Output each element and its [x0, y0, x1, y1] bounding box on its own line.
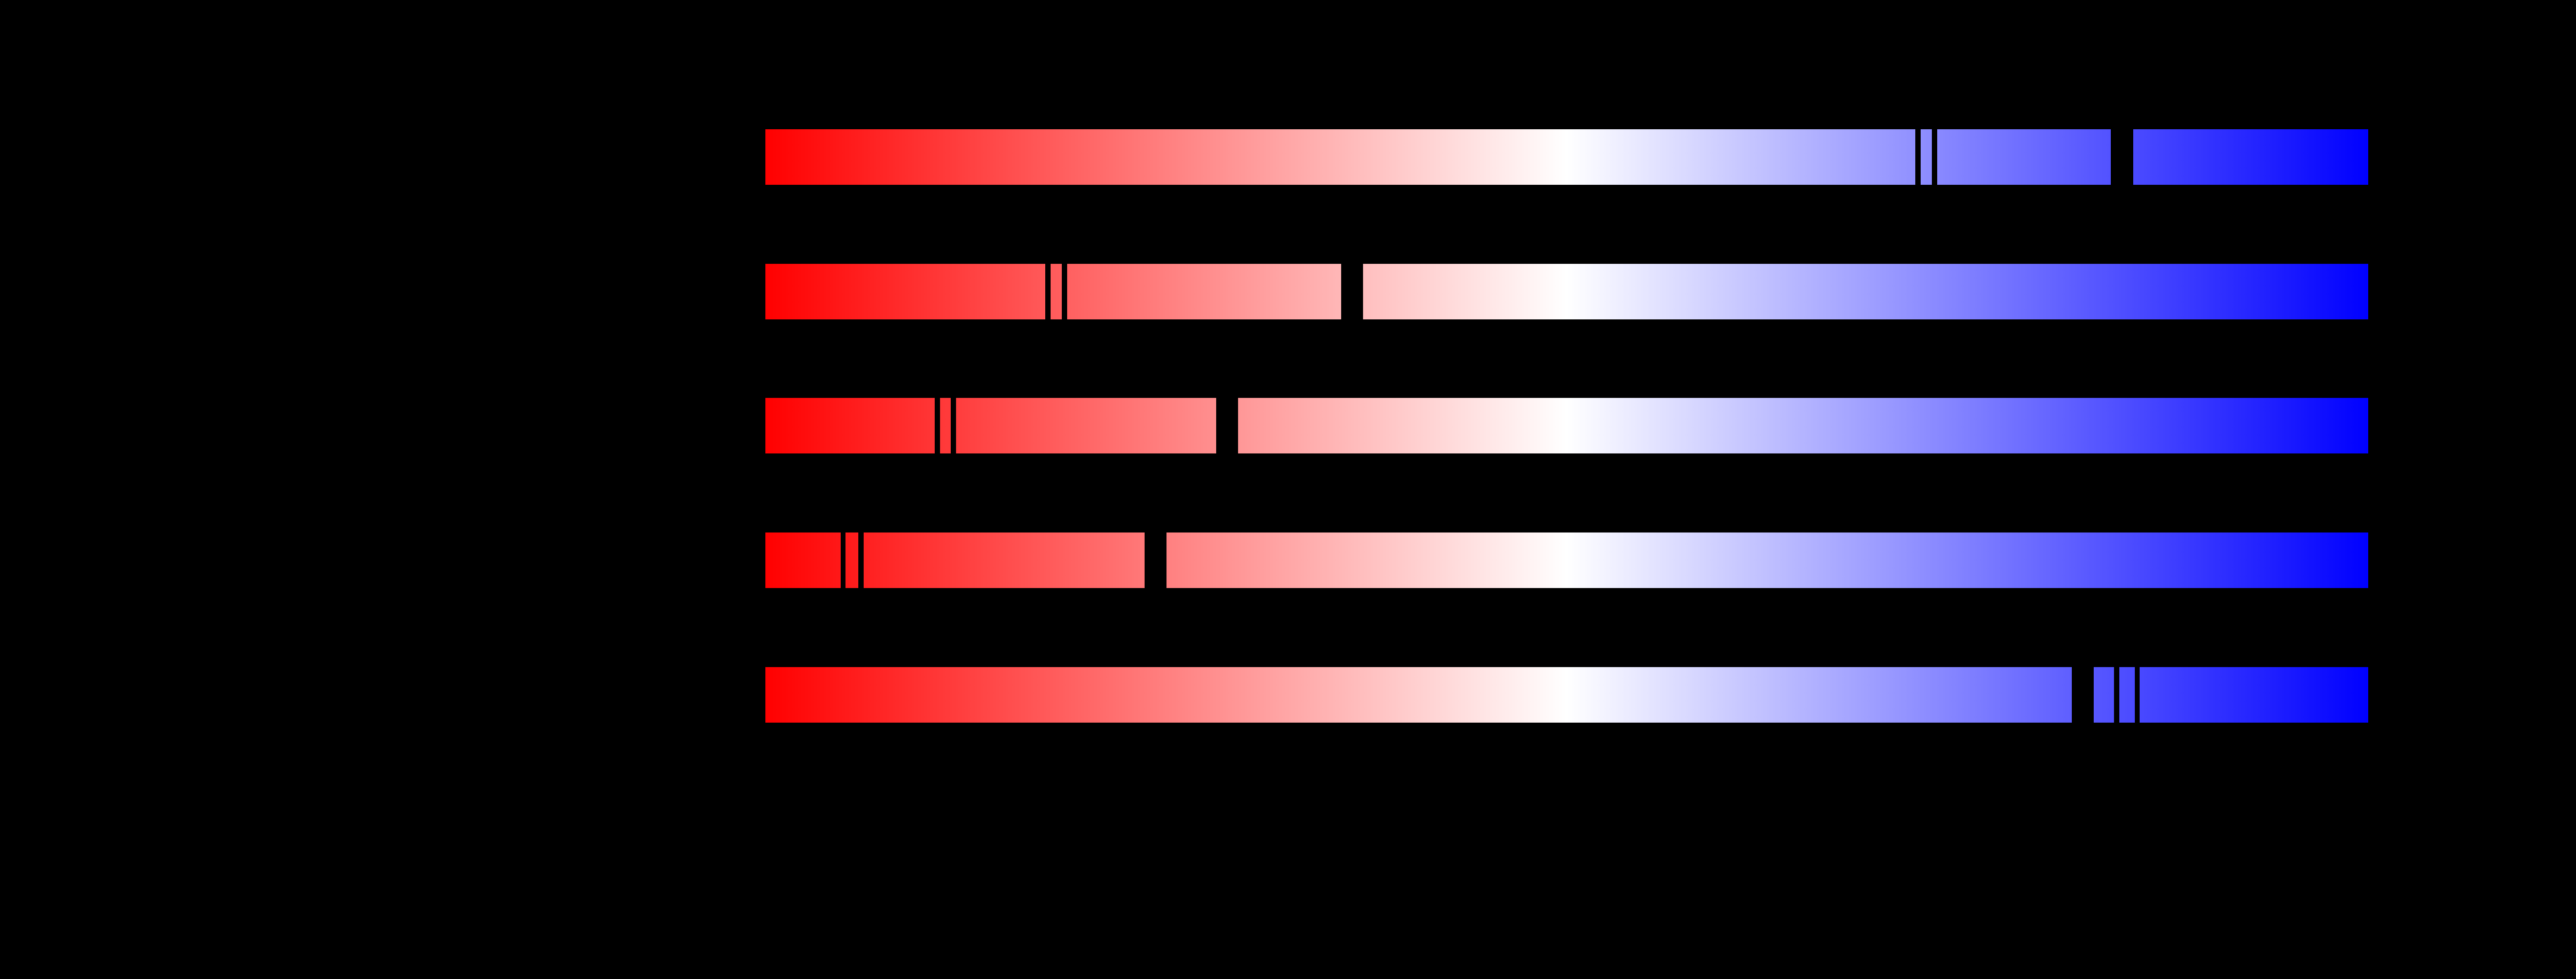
thick-tick-marker: [2111, 128, 2133, 186]
thin-tick-marker-2: [1062, 262, 1067, 320]
thick-tick-marker: [1341, 262, 1364, 320]
gradient-bar-row-1: [765, 128, 2368, 186]
gradient-bar-row-5: [765, 665, 2368, 724]
thin-tick-marker-2: [1931, 128, 1937, 186]
gradient-bar-row-3: [765, 397, 2368, 455]
thin-tick-marker-2: [951, 397, 957, 455]
thin-tick-marker-1: [840, 531, 846, 590]
thick-tick-marker: [1216, 397, 1239, 455]
thin-tick-marker-1: [2113, 665, 2119, 724]
thick-tick-marker: [2071, 665, 2094, 724]
thin-tick-marker-2: [858, 531, 864, 590]
thin-tick-marker-1: [1045, 262, 1051, 320]
thin-tick-marker-1: [1915, 128, 1921, 186]
gradient-bar-row-2: [765, 262, 2368, 320]
thick-tick-marker: [1144, 531, 1166, 590]
gradient-bar-row-4: [765, 531, 2368, 590]
thin-tick-marker-2: [2134, 665, 2140, 724]
thin-tick-marker-1: [934, 397, 940, 455]
